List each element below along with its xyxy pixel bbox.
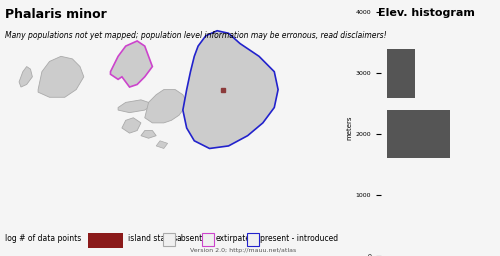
Text: island status: island status <box>128 233 177 243</box>
Bar <box>387 49 416 98</box>
Text: absent: absent <box>176 233 203 243</box>
Text: present - introduced: present - introduced <box>260 233 338 243</box>
Polygon shape <box>118 100 152 113</box>
Text: log # of data points: log # of data points <box>5 233 81 243</box>
Text: Many populations not yet mapped; population level information may be erronous, r: Many populations not yet mapped; populat… <box>5 31 386 40</box>
Y-axis label: meters: meters <box>347 116 353 140</box>
Polygon shape <box>141 131 156 138</box>
Text: Elev. histogram: Elev. histogram <box>378 8 474 18</box>
Bar <box>387 110 450 158</box>
Text: Phalaris minor: Phalaris minor <box>5 8 107 21</box>
Text: Version 2.0; http://mauu.net/atlas: Version 2.0; http://mauu.net/atlas <box>190 248 296 253</box>
Text: extirpated?: extirpated? <box>216 233 260 243</box>
Polygon shape <box>19 67 32 87</box>
Polygon shape <box>183 31 278 148</box>
Polygon shape <box>122 118 141 133</box>
Polygon shape <box>38 56 84 97</box>
Polygon shape <box>156 141 168 148</box>
Polygon shape <box>145 90 186 123</box>
Polygon shape <box>110 41 152 87</box>
